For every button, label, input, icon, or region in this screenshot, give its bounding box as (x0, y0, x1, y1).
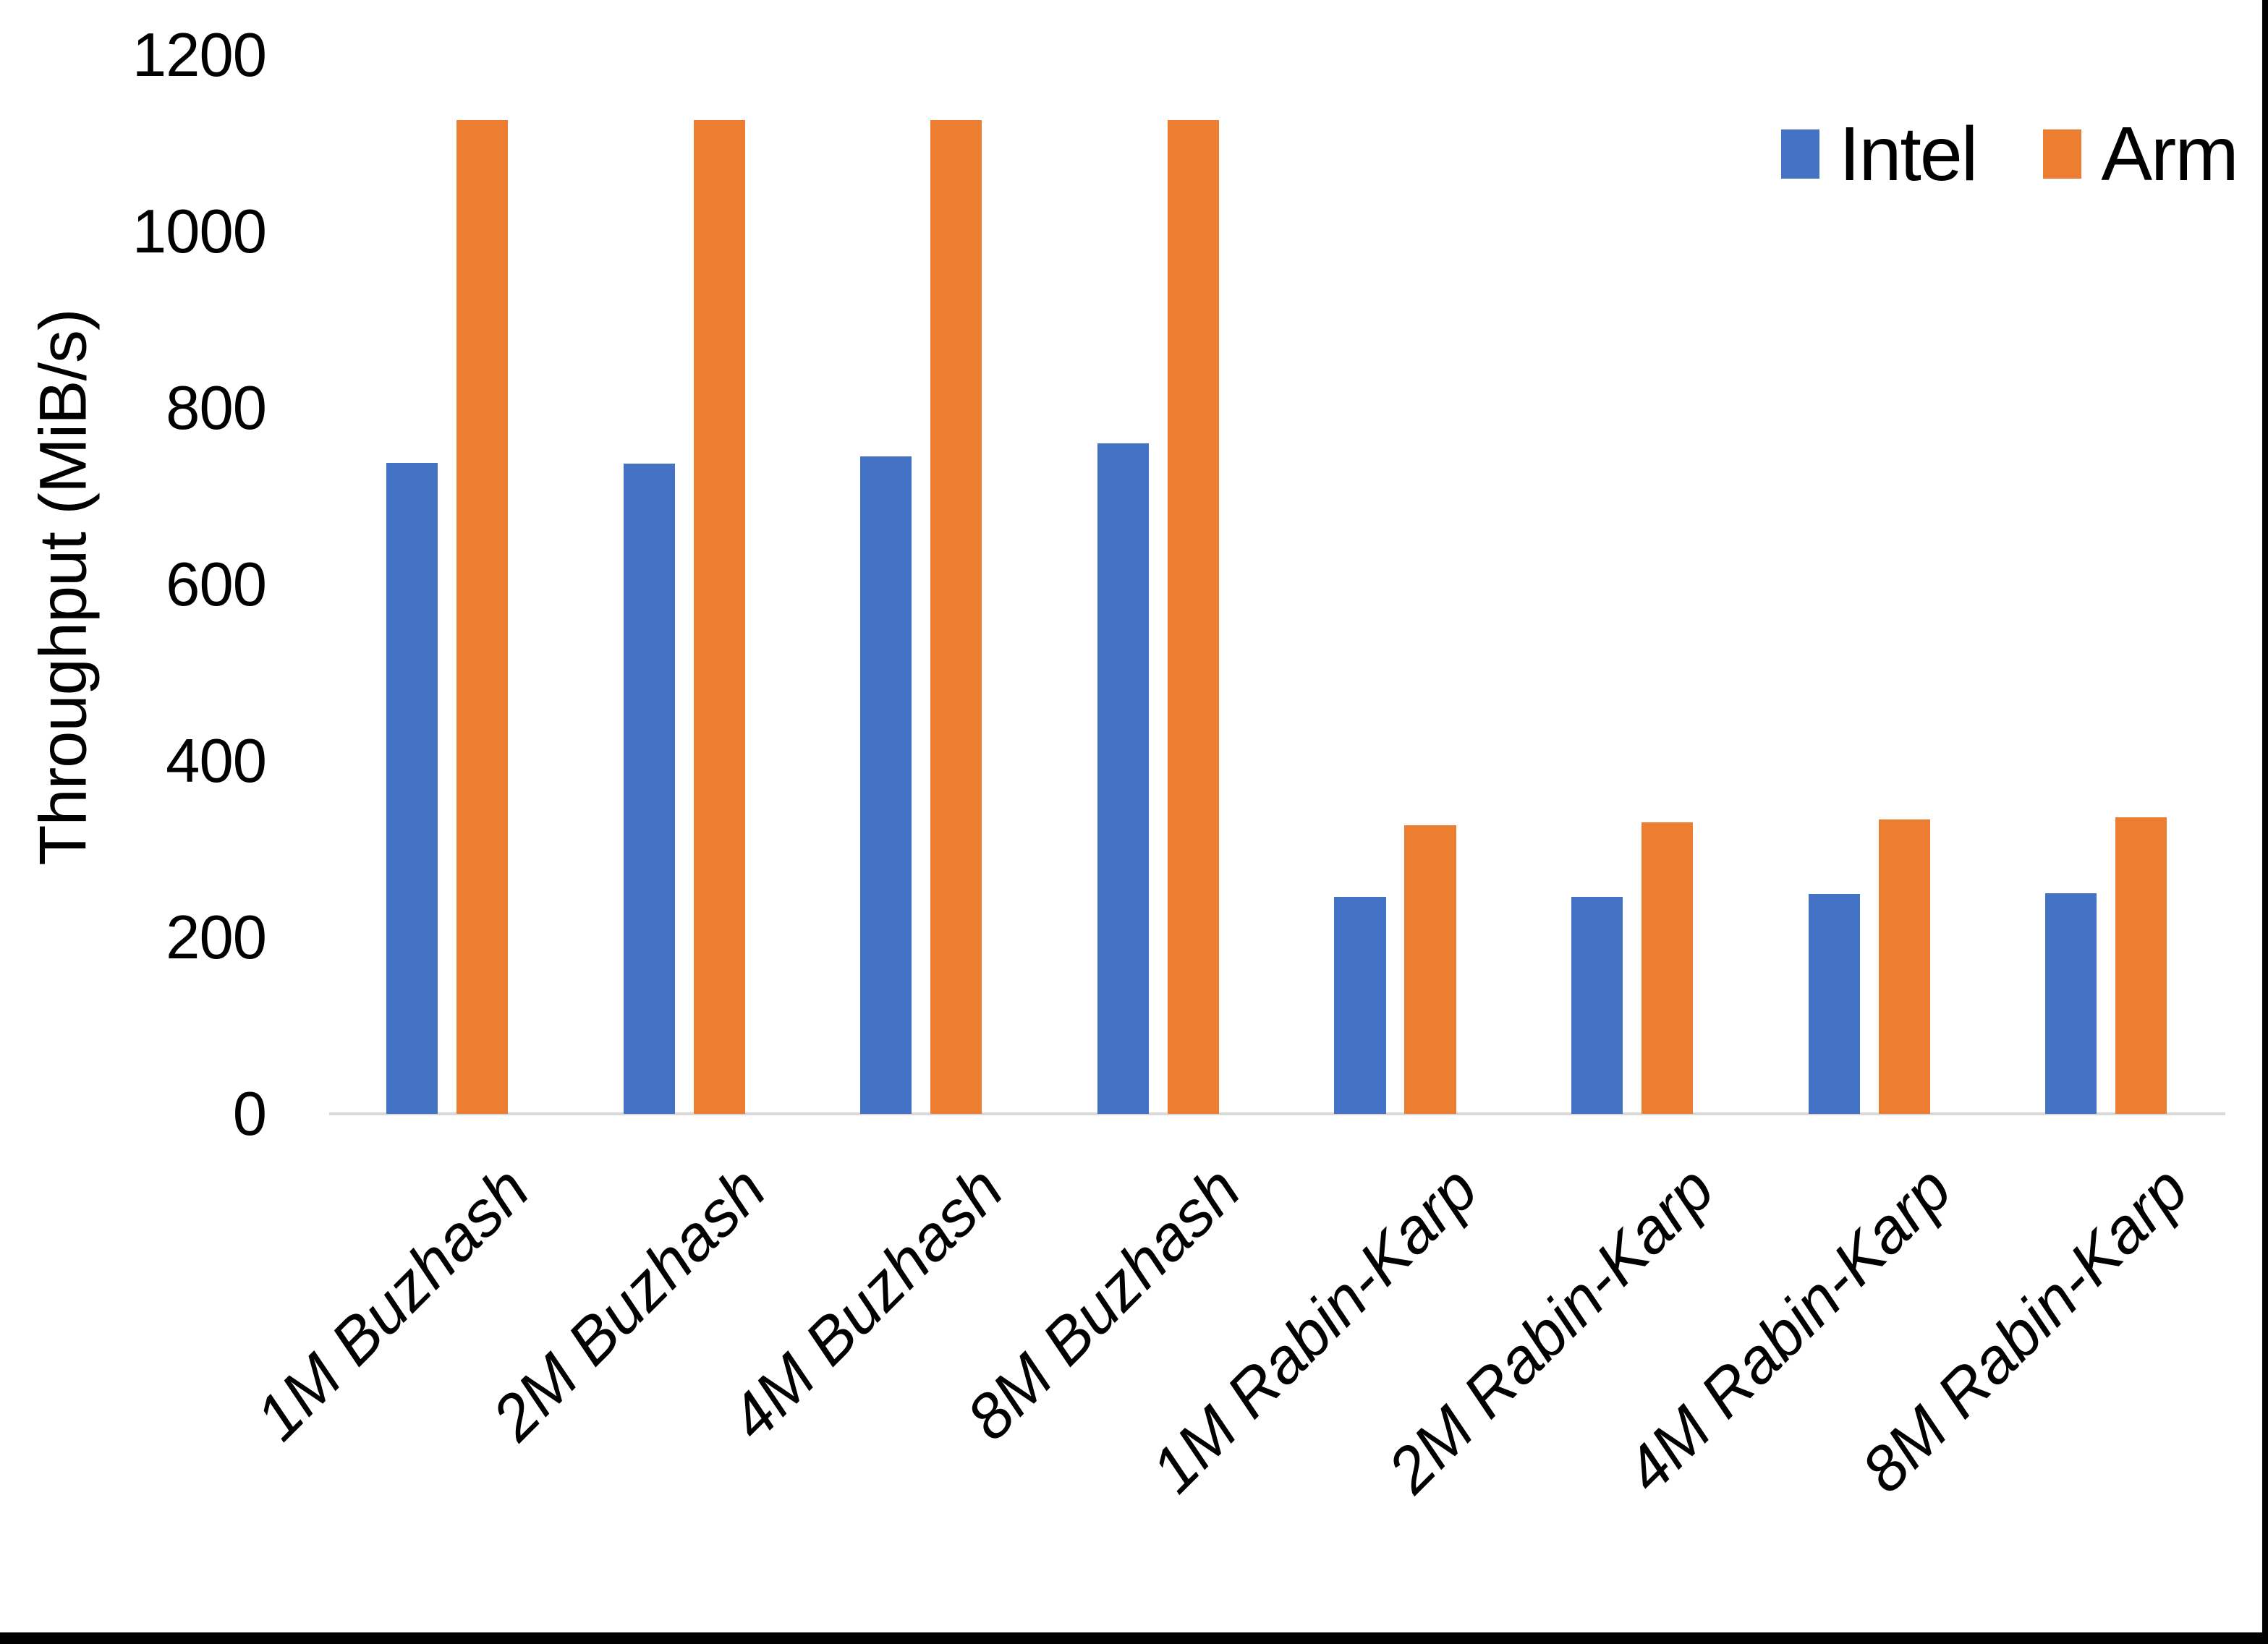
legend-swatch-arm (2043, 129, 2082, 179)
legend-label: Arm (2101, 111, 2238, 197)
x-axis-line (329, 1112, 2225, 1115)
legend: Intel Arm (1781, 111, 2239, 197)
bar-arm (1404, 825, 1456, 1114)
bar-intel (1808, 894, 1860, 1114)
bar-arm (456, 120, 509, 1114)
bar-arm (1878, 819, 1930, 1114)
bar-arm (693, 120, 745, 1114)
bar-intel (623, 463, 675, 1114)
legend-swatch-intel (1781, 129, 1819, 179)
y-tick-label: 200 (166, 903, 267, 972)
legend-label: Intel (1839, 111, 1978, 197)
legend-item-arm: Arm (2043, 111, 2239, 197)
y-tick-label: 800 (166, 374, 267, 443)
right-border (2262, 0, 2268, 1644)
plot-area (329, 55, 2225, 1115)
bar-arm (1167, 120, 1219, 1114)
bar-arm (1641, 822, 1694, 1114)
bottom-border (0, 1632, 2268, 1644)
y-tick-label: 0 (232, 1080, 267, 1149)
bar-arm (2115, 817, 2167, 1114)
legend-item-intel: Intel (1781, 111, 1978, 197)
bar-intel (860, 456, 912, 1114)
bar-intel (1571, 896, 1623, 1114)
y-tick-label: 600 (166, 550, 267, 619)
bar-intel (1334, 896, 1386, 1114)
y-tick-label: 1000 (132, 197, 267, 266)
y-tick-label: 1200 (132, 21, 267, 90)
bar-intel (1097, 443, 1149, 1114)
y-tick-label: 400 (166, 727, 267, 796)
bar-arm (930, 120, 982, 1114)
bar-intel (386, 462, 438, 1114)
bar-intel (2045, 893, 2097, 1114)
